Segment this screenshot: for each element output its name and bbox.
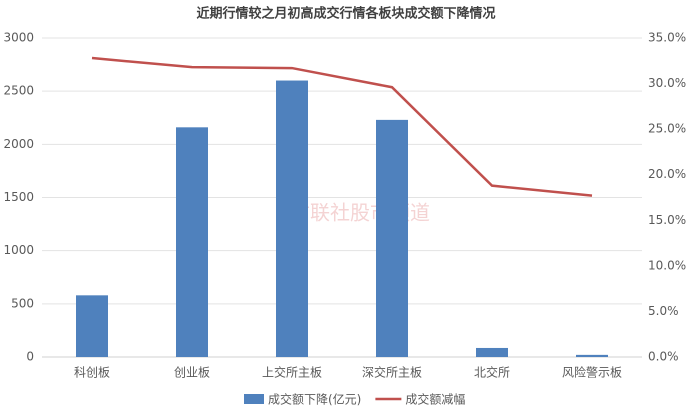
y-tick-label: 2000 <box>3 137 34 151</box>
x-tick-label: 创业板 <box>174 366 210 380</box>
x-tick-label: 深交所主板 <box>362 365 422 380</box>
watermark: 财联社股市频道 <box>290 201 430 225</box>
bar <box>276 80 308 358</box>
y-tick-label: 3000 <box>3 31 34 45</box>
legend-swatch <box>244 394 264 404</box>
y2-tick-label: 20.0% <box>648 167 686 181</box>
y2-tick-label: 35.0% <box>648 31 686 45</box>
x-tick-label: 上交所主板 <box>262 365 322 380</box>
bar <box>176 127 208 357</box>
y2-tick-label: 25.0% <box>648 122 686 136</box>
bar <box>376 119 408 357</box>
x-tick-label: 科创板 <box>74 366 110 380</box>
bar <box>576 354 608 357</box>
y2-tick-label: 10.0% <box>648 258 686 272</box>
y2-tick-label: 30.0% <box>648 76 686 90</box>
chart-title: 近期行情较之月初高成交行情各板块成交额下降情况 <box>196 6 495 22</box>
legend-label: 成交额下降(亿元) <box>268 392 361 407</box>
y-tick-label: 500 <box>11 296 34 310</box>
y-tick-label: 0 <box>26 350 34 364</box>
y2-tick-label: 5.0% <box>648 304 679 318</box>
bar <box>76 295 108 357</box>
y2-tick-label: 15.0% <box>648 213 686 227</box>
line <box>91 56 593 197</box>
x-tick-label: 北交所 <box>474 365 510 380</box>
y-tick-label: 1500 <box>3 190 34 204</box>
legend-label: 成交额减幅 <box>405 392 465 407</box>
y-tick-label: 1000 <box>3 243 34 257</box>
y2-tick-label: 0.0% <box>648 350 679 364</box>
bar <box>476 347 508 357</box>
x-tick-label: 风险警示板 <box>562 365 622 380</box>
y-tick-label: 2500 <box>3 84 34 98</box>
